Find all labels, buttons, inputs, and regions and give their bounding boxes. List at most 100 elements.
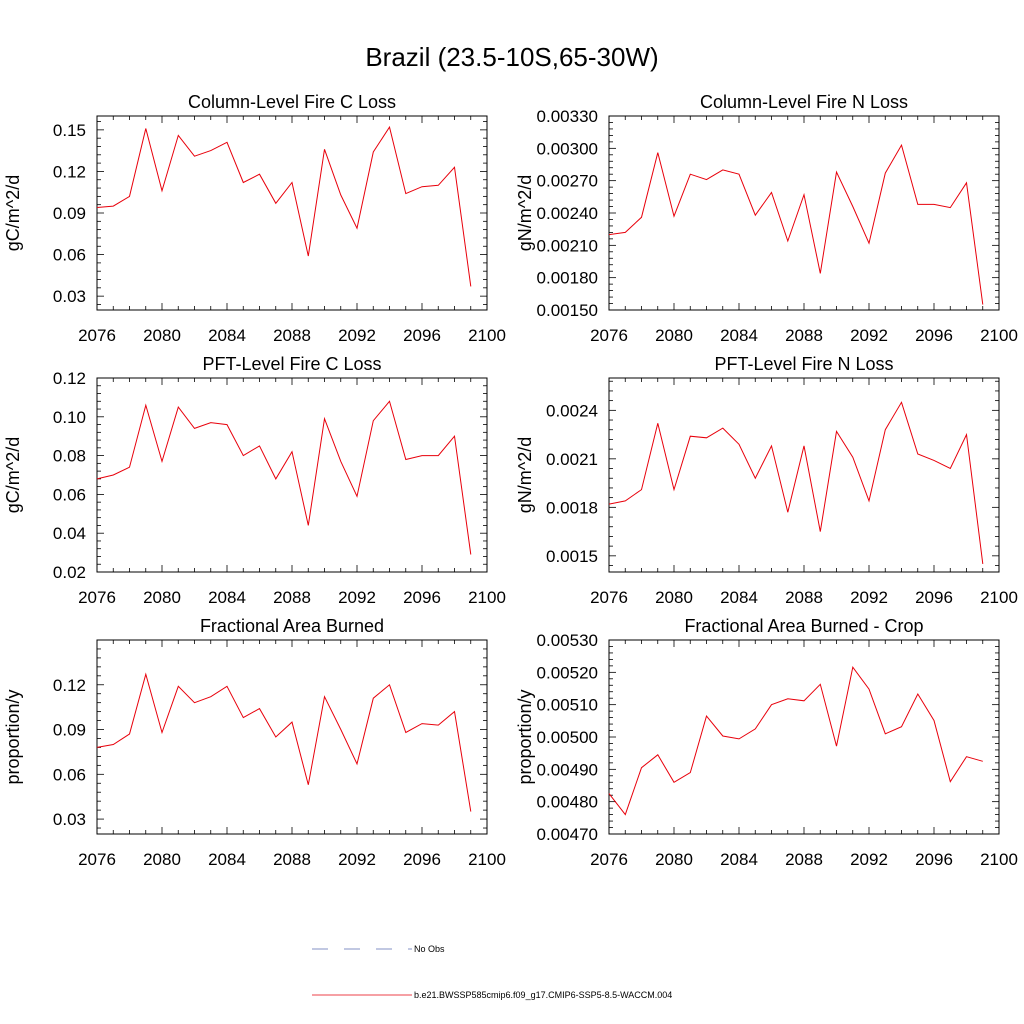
y-tick-label: 0.12: [53, 369, 86, 388]
panels: Column-Level Fire C Loss gC/m^2/d 2076 2080…: [3, 92, 1018, 869]
y-tick-label: 0.0018: [546, 498, 598, 517]
plot-frame: [96, 377, 488, 573]
x-tick-label: 2088: [785, 850, 823, 869]
y-tick-label: 0.00150: [537, 301, 598, 320]
x-tick-label: 2096: [403, 588, 441, 607]
x-tick-label: 2076: [590, 326, 628, 345]
y-tick-label: 0.08: [53, 447, 86, 466]
panel-title: Fractional Area Burned - Crop: [684, 616, 923, 636]
chart-panel: Column-Level Fire C Loss gC/m^2/d 2076 2080…: [3, 92, 506, 345]
y-tick-label: 0.06: [53, 246, 86, 265]
x-tick-label: 2088: [785, 326, 823, 345]
series-line: [96, 125, 472, 287]
x-tick-label: 2092: [338, 850, 376, 869]
series-line: [608, 666, 983, 816]
y-tick-label: 0.12: [53, 162, 86, 181]
chart-panel: Fractional Area Burned proportion/y 2076 20…: [3, 616, 506, 869]
x-tick-label: 2076: [590, 850, 628, 869]
y-tick-label: 0.00510: [537, 696, 598, 715]
y-axis-label: proportion/y: [3, 689, 23, 784]
x-tick-label: 2096: [915, 850, 953, 869]
plot-frame: [608, 115, 1000, 311]
plot-frame: [608, 377, 1000, 573]
x-tick-label: 2088: [273, 326, 311, 345]
x-tick-label: 2100: [980, 850, 1018, 869]
y-tick-label: 0.0015: [546, 547, 598, 566]
y-axis-label: gC/m^2/d: [3, 175, 23, 251]
y-tick-label: 0.00330: [537, 107, 598, 126]
x-tick-label: 2100: [468, 326, 506, 345]
y-tick-label: 0.0024: [546, 401, 598, 420]
x-tick-label: 2080: [655, 326, 693, 345]
x-tick-label: 2100: [980, 326, 1018, 345]
x-tick-label: 2084: [720, 850, 758, 869]
x-tick-label: 2096: [403, 850, 441, 869]
y-tick-label: 0.00480: [537, 793, 598, 812]
y-tick-label: 0.0021: [546, 450, 598, 469]
legend: No Obs b.e21.BWSSP585cmip6.f09_g17.CMIP6…: [312, 944, 672, 1000]
y-tick-label: 0.00530: [537, 631, 598, 650]
x-tick-label: 2076: [78, 850, 116, 869]
y-tick-label: 0.06: [53, 485, 86, 504]
x-tick-label: 2084: [720, 588, 758, 607]
x-tick-label: 2092: [338, 588, 376, 607]
series-line: [96, 672, 472, 812]
y-tick-label: 0.03: [53, 810, 86, 829]
x-tick-label: 2092: [850, 326, 888, 345]
x-tick-label: 2084: [208, 850, 246, 869]
plot-frame: [96, 639, 488, 835]
x-tick-label: 2080: [655, 850, 693, 869]
y-tick-label: 0.00300: [537, 139, 598, 158]
series-line: [608, 143, 984, 305]
chart-panel: PFT-Level Fire C Loss gC/m^2/d 2076 2080 208…: [3, 354, 506, 607]
y-tick-label: 0.00180: [537, 269, 598, 288]
series-line: [608, 401, 984, 564]
y-axis-label: gN/m^2/d: [515, 437, 535, 513]
panel-title: Column-Level Fire N Loss: [700, 92, 908, 112]
x-tick-label: 2096: [403, 326, 441, 345]
y-axis-label: gN/m^2/d: [515, 175, 535, 251]
chart-panel: Fractional Area Burned - Crop proportion/…: [515, 616, 1018, 869]
y-tick-label: 0.09: [53, 721, 86, 740]
x-tick-label: 2100: [468, 850, 506, 869]
chart-panel: PFT-Level Fire N Loss gN/m^2/d 2076 2080 208…: [515, 354, 1018, 607]
legend-no-obs-label: No Obs: [414, 944, 445, 954]
y-tick-label: 0.12: [53, 676, 86, 695]
y-tick-label: 0.00500: [537, 728, 598, 747]
x-tick-label: 2076: [78, 588, 116, 607]
plot-frame: [96, 115, 488, 311]
y-tick-label: 0.03: [53, 287, 86, 306]
y-axis-label: proportion/y: [515, 689, 535, 784]
x-tick-label: 2092: [850, 588, 888, 607]
x-tick-label: 2100: [468, 588, 506, 607]
x-tick-label: 2080: [143, 588, 181, 607]
x-tick-label: 2076: [78, 326, 116, 345]
legend-run-label: b.e21.BWSSP585cmip6.f09_g17.CMIP6-SSP5-8…: [414, 990, 672, 1000]
y-tick-label: 0.09: [53, 204, 86, 223]
panel-title: Column-Level Fire C Loss: [188, 92, 396, 112]
x-tick-label: 2080: [655, 588, 693, 607]
y-tick-label: 0.02: [53, 563, 86, 582]
x-tick-label: 2092: [850, 850, 888, 869]
y-tick-label: 0.06: [53, 765, 86, 784]
y-tick-label: 0.04: [53, 524, 86, 543]
panel-title: PFT-Level Fire C Loss: [202, 354, 381, 374]
y-tick-label: 0.00520: [537, 663, 598, 682]
x-tick-label: 2096: [915, 326, 953, 345]
y-axis-label: gC/m^2/d: [3, 437, 23, 513]
x-tick-label: 2084: [720, 326, 758, 345]
y-tick-label: 0.00490: [537, 760, 598, 779]
y-tick-label: 0.00270: [537, 172, 598, 191]
x-tick-label: 2076: [590, 588, 628, 607]
y-tick-label: 0.00470: [537, 825, 598, 844]
x-tick-label: 2088: [785, 588, 823, 607]
series-line: [96, 400, 472, 555]
panel-title: PFT-Level Fire N Loss: [714, 354, 893, 374]
x-tick-label: 2080: [143, 850, 181, 869]
x-tick-label: 2092: [338, 326, 376, 345]
panel-title: Fractional Area Burned: [200, 616, 384, 636]
x-tick-label: 2084: [208, 588, 246, 607]
chart-panel: Column-Level Fire N Loss gN/m^2/d 2076 2080…: [515, 92, 1018, 345]
x-tick-label: 2096: [915, 588, 953, 607]
figure-title: Brazil (23.5-10S,65-30W): [365, 42, 658, 72]
